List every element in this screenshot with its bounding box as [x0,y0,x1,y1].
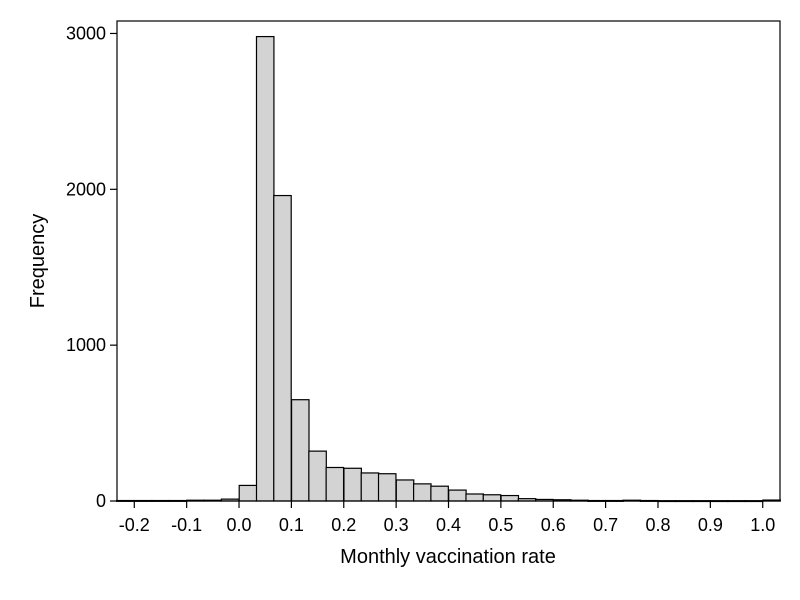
histogram-bar-15 [377,473,397,502]
x-tick-label-5: 0.3 [384,515,409,535]
histogram-bar-14 [360,472,380,502]
histogram-bar-17 [413,483,432,502]
histogram-bar-11 [308,450,327,502]
x-tick-label-9: 0.7 [593,515,618,535]
x-tick-label-10: 0.8 [645,515,670,535]
y-axis-title: Frequency [27,214,49,309]
y-tick-label-2: 2000 [66,179,106,199]
y-tick-label-3: 3000 [66,23,106,43]
histogram-bar-12 [325,466,345,502]
histogram-bar-13 [343,467,362,502]
x-axis-title: Monthly vaccination rate [340,546,556,568]
histogram-bar-22 [500,494,520,502]
x-tick-label-12: 1.0 [750,515,775,535]
histogram-bar-9 [273,194,292,502]
histogram-bar-10 [290,399,310,502]
y-tick-label-1: 1000 [66,335,106,355]
plot-area [117,21,780,501]
histogram-bar-16 [395,479,415,502]
x-tick-label-2: 0.0 [227,515,252,535]
x-tick-label-8: 0.6 [541,515,566,535]
histogram-bar-8 [255,35,275,502]
x-tick-label-7: 0.5 [488,515,513,535]
x-tick-label-1: -0.1 [171,515,202,535]
x-tick-label-6: 0.4 [436,515,461,535]
x-axis-ticks: -0.2 -0.1 0.0 0.1 0.2 0.3 0.4 0.5 0.6 0.7 0.8 0.9 1.… [119,501,775,535]
histogram-bar-18 [430,485,449,502]
x-tick-label-4: 0.2 [331,515,356,535]
histogram-bar-21 [482,494,502,502]
histogram-bar-20 [465,493,485,502]
histogram-bar-19 [448,489,467,502]
y-tick-label-0: 0 [96,491,106,511]
x-tick-label-3: 0.1 [279,515,304,535]
y-axis-ticks: 0 1000 2000 3000 [66,23,117,511]
x-tick-label-0: -0.2 [119,515,150,535]
histogram-bar-7 [238,484,258,502]
x-tick-label-11: 0.9 [698,515,723,535]
